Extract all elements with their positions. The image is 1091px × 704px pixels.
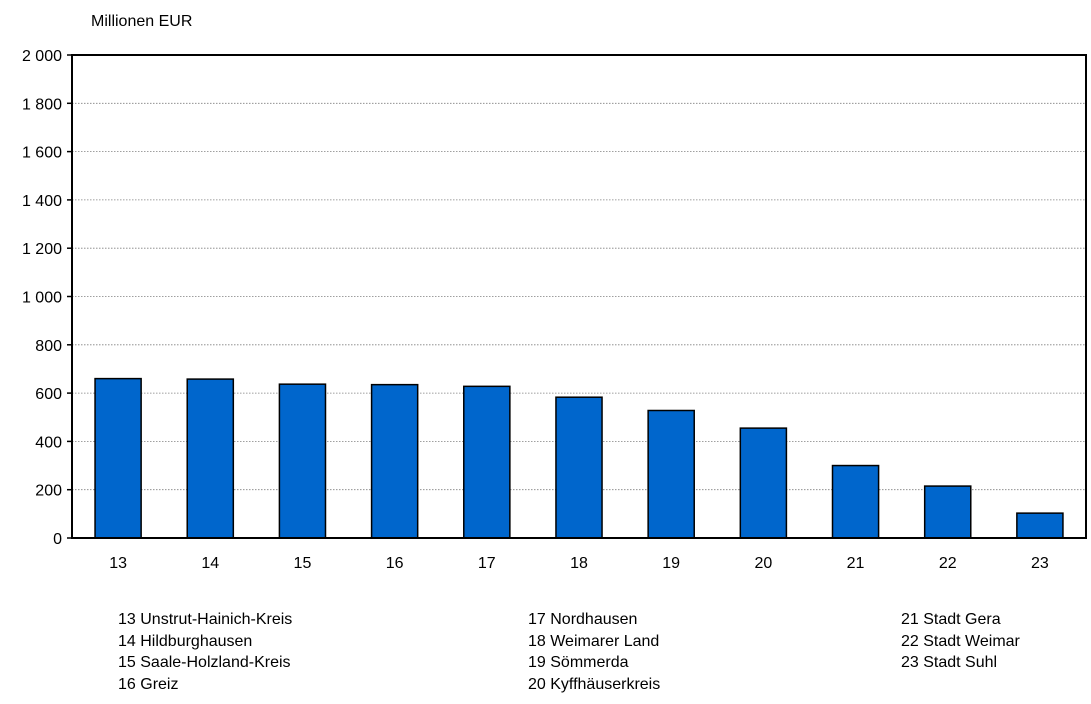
x-tick-label: 18 <box>570 555 588 572</box>
y-tick-label: 1 200 <box>22 241 62 258</box>
bars <box>94 377 1064 539</box>
legend-item: 21 Stadt Gera <box>901 611 1001 628</box>
y-tick-label: 1 000 <box>22 290 62 307</box>
y-tick-label: 200 <box>35 483 62 500</box>
y-tick-label: 1 800 <box>22 96 62 113</box>
bar-22 <box>923 485 972 539</box>
bar-chart: Millionen EUR 0 200 400 600 800 1 000 1 200 1 4… <box>22 13 1087 572</box>
x-tick-label: 14 <box>201 555 219 572</box>
y-tick-label: 2 000 <box>22 48 62 65</box>
x-tick-label: 13 <box>109 555 127 572</box>
x-tick-label: 22 <box>939 555 957 572</box>
bar-16 <box>370 383 419 539</box>
legend-item: 14 Hildburghausen <box>118 632 253 650</box>
y-tick-label: 400 <box>35 434 62 451</box>
legend-column-2: 17 Nordhausen 18 Weimarer Land 19 Sömmer… <box>528 609 660 695</box>
legend-item: 19 Sömmerda <box>528 654 629 672</box>
legend-column-3: 21 Stadt Gera 22 Stadt Weimar 23 Stadt S… <box>901 609 1020 674</box>
bar-15 <box>278 383 327 539</box>
y-tick-label: 1 600 <box>22 145 62 162</box>
x-tick-label: 15 <box>294 555 312 572</box>
y-tick-label: 1 400 <box>22 193 62 210</box>
bar-21 <box>831 464 880 539</box>
legend-item: 16 Greiz <box>118 675 179 693</box>
legend-item: 20 Kyffhäuserkreis <box>528 675 661 693</box>
x-tick-label: 19 <box>662 555 680 572</box>
legend-item: 22 Stadt Weimar <box>901 632 1020 650</box>
bar-23 <box>1016 512 1064 539</box>
legend-item: 18 Weimarer Land <box>528 632 660 650</box>
legend-item: 15 Saale-Holzland-Kreis <box>118 654 291 672</box>
bar-13 <box>94 377 142 539</box>
y-tick-label: 800 <box>35 338 62 355</box>
bar-17 <box>463 385 511 539</box>
x-tick-label: 16 <box>386 555 404 572</box>
bar-19 <box>647 409 695 539</box>
legend-item: 13 Unstrut-Hainich-Kreis <box>118 611 293 628</box>
x-axis-ticks: 13 14 15 16 17 18 19 20 21 22 23 <box>109 555 1049 572</box>
y-tick-label: 600 <box>35 386 62 403</box>
bar-18 <box>555 396 603 539</box>
legend-column-1: 13 Unstrut-Hainich-Kreis 14 Hildburghaus… <box>118 609 292 695</box>
plot-frame <box>71 54 1087 539</box>
bar-14 <box>186 378 235 539</box>
x-tick-label: 17 <box>478 555 496 572</box>
x-tick-label: 20 <box>754 555 772 572</box>
x-tick-label: 21 <box>847 555 865 572</box>
y-axis-ticks: 0 200 400 600 800 1 000 1 200 1 400 1 600 1 800 2 … <box>22 48 72 548</box>
y-axis-unit-label: Millionen EUR <box>91 13 192 30</box>
legend-item: 23 Stadt Suhl <box>901 654 998 672</box>
y-tick-label: 0 <box>53 531 62 548</box>
bar-20 <box>739 427 788 539</box>
legend-item: 17 Nordhausen <box>528 611 638 628</box>
x-tick-label: 23 <box>1031 555 1049 572</box>
